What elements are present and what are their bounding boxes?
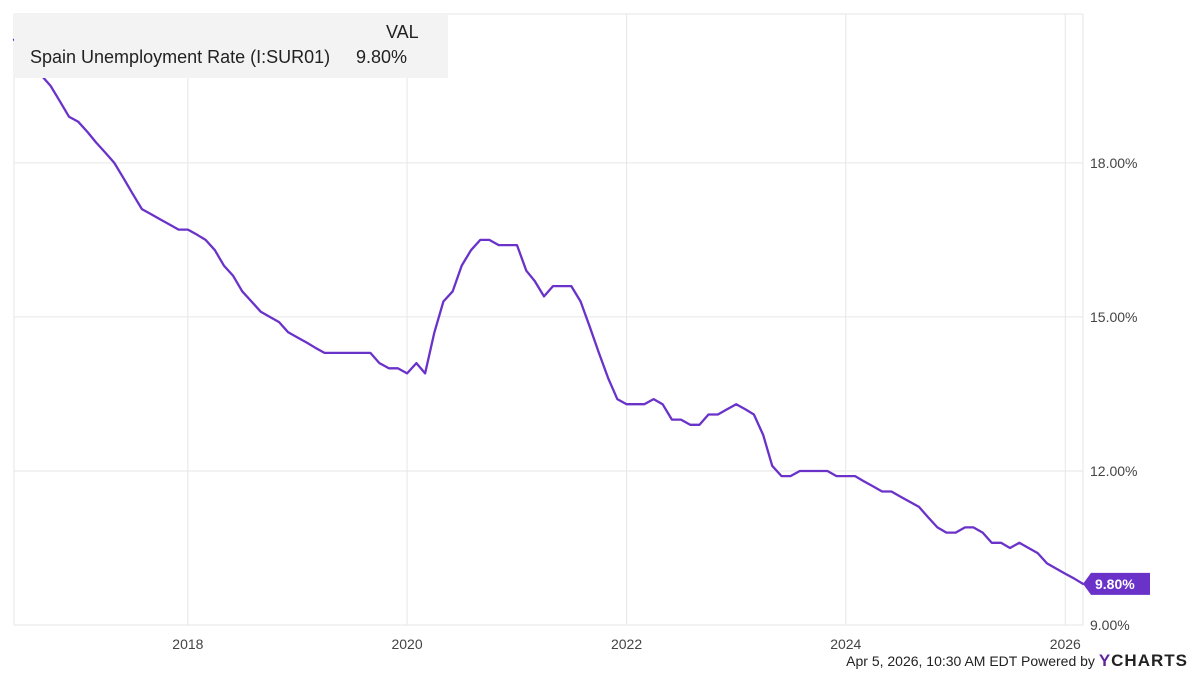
x-tick-label: 2022 <box>611 636 642 652</box>
legend-series-name: Spain Unemployment Rate (I:SUR01) <box>30 47 331 67</box>
footer-timestamp: Apr 5, 2026, 10:30 AM EDT Powered by <box>846 653 1095 669</box>
brand-rest: CHARTS <box>1111 651 1188 670</box>
series-layer: 9.80% <box>12 38 1150 595</box>
x-tick-label: 2018 <box>172 636 203 652</box>
last-value-label: 9.80% <box>1095 576 1135 592</box>
chart-footer: Apr 5, 2026, 10:30 AM EDT Powered by YCH… <box>846 651 1188 671</box>
brand-y: Y <box>1098 651 1112 670</box>
x-tick-label: 2026 <box>1050 636 1081 652</box>
legend-header: VAL <box>386 22 419 42</box>
legend-series-value: 9.80% <box>356 47 408 67</box>
legend-box <box>14 14 448 78</box>
y-tick-label: 15.00% <box>1090 309 1137 325</box>
y-tick-label: 18.00% <box>1090 155 1137 171</box>
y-tick-label: 12.00% <box>1090 463 1137 479</box>
grid-lines <box>13 13 1084 626</box>
axis-labels: 9.00% 12.00% 15.00% 18.00% 2018 2020 2022 2024 2… <box>172 155 1137 652</box>
x-tick-label: 2024 <box>830 636 861 652</box>
y-tick-label: 9.00% <box>1090 617 1130 633</box>
x-tick-label: 2020 <box>391 636 422 652</box>
series-line-spain-unemployment <box>12 38 1085 586</box>
ycharts-logo[interactable]: YCHARTS <box>1099 651 1188 670</box>
last-value-badge <box>1083 572 1150 595</box>
